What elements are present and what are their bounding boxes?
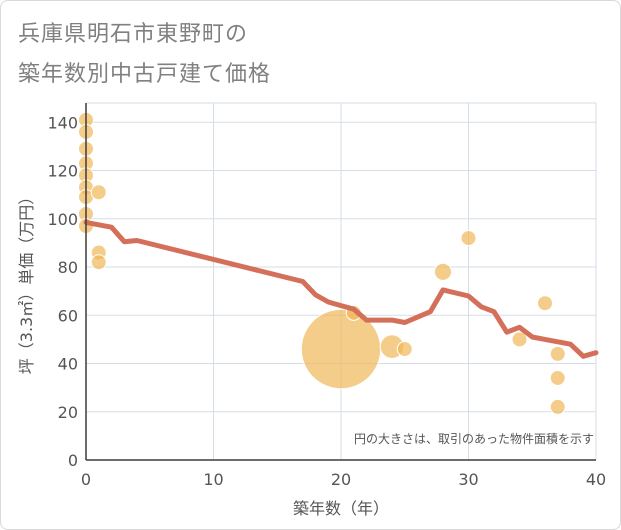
- bubble-point: [537, 295, 553, 312]
- y-tick-label: 60: [58, 306, 78, 325]
- grid-lines: [85, 102, 597, 461]
- x-tick-label: 0: [81, 470, 91, 489]
- bubble-point: [460, 230, 477, 247]
- bubble-size-note: 円の大きさは、取引のあった物件面積を示す: [354, 431, 594, 446]
- tick-labels: 0 10 20 30 40 0 20 40 60 80 100 120 140: [47, 113, 606, 489]
- bubble-point: [433, 262, 453, 281]
- x-tick-label: 10: [203, 470, 223, 489]
- bubble-series: [78, 111, 566, 415]
- x-tick-label: 40: [586, 470, 606, 489]
- x-tick-label: 20: [331, 470, 351, 489]
- y-tick-label: 20: [58, 403, 78, 422]
- y-tick-label: 80: [58, 258, 78, 277]
- bubble-point: [549, 345, 566, 362]
- y-tick-label: 140: [47, 113, 78, 132]
- x-axis-title: 築年数（年）: [293, 499, 389, 518]
- axes: [85, 103, 596, 461]
- chart-title-line-1: 兵庫県明石市東野町の: [18, 22, 249, 47]
- y-tick-label: 100: [47, 210, 78, 229]
- y-tick-label: 120: [47, 162, 78, 181]
- bubble-point: [549, 369, 566, 386]
- y-axis-title: 坪（3.3㎡）単価（万円）: [17, 189, 36, 374]
- average-price-line: [83, 219, 599, 359]
- y-tick-label: 0: [68, 451, 78, 470]
- y-tick-label: 40: [58, 355, 78, 374]
- bubble-point: [90, 254, 107, 271]
- bubble-point: [511, 331, 528, 348]
- bubble-point: [549, 398, 566, 415]
- x-tick-label: 30: [458, 470, 478, 489]
- average-line-series: [83, 219, 599, 359]
- chart-title-line-2: 築年数別中古戸建て価格: [18, 62, 272, 87]
- bubble-point: [396, 341, 413, 358]
- bubble-point: [90, 184, 107, 201]
